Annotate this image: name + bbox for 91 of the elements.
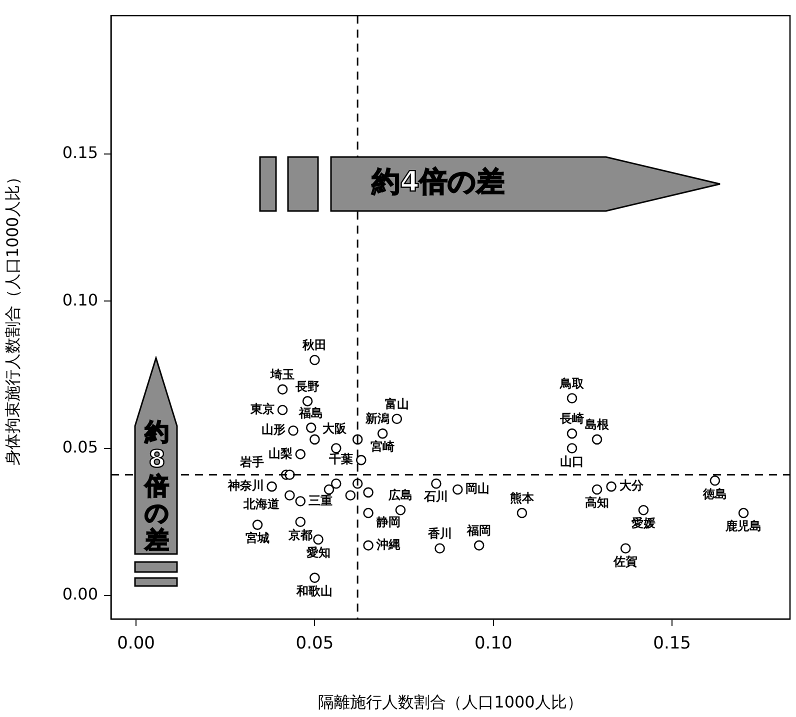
data-label: 北海道 [242,496,281,511]
point [306,422,316,433]
point [566,443,578,454]
point [313,534,324,545]
point [363,540,374,551]
data-label: 高知 [585,496,610,510]
data-label: 大分 [619,478,644,493]
point [310,572,320,583]
data-label: 広島 [387,488,412,502]
data-label: 山口 [560,454,584,468]
point [284,470,295,480]
data-label: 神奈川 [226,478,264,493]
point [266,481,277,492]
y-tick-label: 0.15 [62,143,98,162]
point [310,354,320,366]
point [474,540,484,551]
point [592,484,602,495]
data-label: 山形 [261,422,286,437]
data-label: 香川 [426,526,452,540]
data-label: 福島 [298,406,324,420]
point [356,454,366,466]
point [363,508,374,518]
point [620,543,631,554]
point [738,508,749,518]
point [638,504,649,516]
point [434,543,445,554]
data-label: 長崎 [559,412,584,426]
y-tick-label: 0.10 [62,290,98,310]
point [345,490,356,501]
point [377,428,388,439]
data-label: 岡山 [466,482,490,496]
data-label: 愛知 [306,546,330,560]
data-label: 島根 [585,418,610,432]
point [277,384,288,395]
y-tick-label: 0.00 [62,584,98,604]
data-label: 大阪 [322,422,348,436]
point [392,414,402,424]
point [363,487,374,498]
data-label: 石川 [423,490,448,504]
point [295,516,306,528]
point [710,476,720,486]
x-tick-label: 0.15 [653,634,691,654]
data-label: 鹿児島 [724,519,762,534]
point [288,425,298,436]
data-label: 三重 [308,493,332,508]
point [310,434,320,445]
data-label: 鳥取 [559,376,586,390]
data-label: 佐賀 [612,554,638,568]
point [330,478,342,489]
data-label: 京都 [287,528,312,542]
annotation: 約8倍の差 [144,418,170,555]
data-label: 宮城 [246,530,270,545]
x-tick-label: 0.05 [296,634,334,654]
point [592,434,602,445]
data-label: 新潟 [364,412,390,426]
data-label: 山梨 [268,446,292,460]
data-label: 熊本 [510,491,535,506]
point [324,484,334,495]
data-label: 千葉 [328,452,354,466]
point [452,484,463,495]
y-axis-title: 身体拘束施行人数割合（人口1000人比） [2,168,22,466]
data-label: 徳島 [702,486,727,501]
point [606,481,616,492]
data-label: 宮崎 [370,440,395,454]
data-label: 秋田 [302,338,327,352]
point [295,496,306,506]
data-label: 福岡 [466,524,492,538]
point [516,508,528,518]
point [252,520,263,530]
point [566,393,578,404]
point [302,396,313,406]
data-label: 沖縄 [375,538,400,552]
data-label: 長野 [294,379,320,394]
data-label: 愛媛 [631,516,656,530]
point [431,478,442,489]
point [284,490,295,501]
point [295,449,306,460]
y-tick-label: 0.05 [62,437,98,456]
x-tick-label: 0.10 [474,634,512,654]
x-axis-title: 隔離施行人数割合（人口1000人比） [318,692,583,712]
data-label: 静岡 [375,515,400,530]
data-label: 埼玉 [270,368,295,382]
data-label: 富山 [384,396,409,411]
data-label: 東京 [250,402,275,416]
point [277,404,288,416]
point [566,428,578,439]
x-tick-label: 0.00 [117,634,155,654]
data-label: 岩手 [239,454,264,469]
annotation: 約4倍の差 [372,165,504,198]
point [395,504,406,516]
data-label: 和歌山 [296,584,333,598]
